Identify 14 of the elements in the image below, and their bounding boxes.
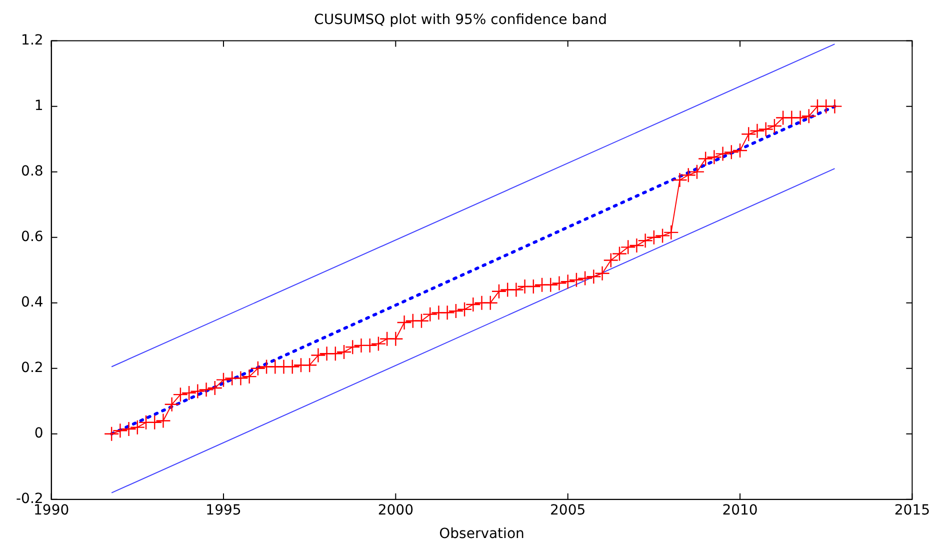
x-tick-label: 2010 — [722, 502, 758, 518]
x-tick-label: 2005 — [550, 502, 586, 518]
y-tick-label: 0.6 — [21, 228, 44, 245]
y-tick-label: 0.4 — [21, 294, 44, 310]
x-tick-label: 2000 — [378, 502, 414, 518]
y-tick-label: 0.2 — [21, 360, 44, 376]
x-axis-title: Observation — [439, 526, 524, 542]
y-tick-label: 1 — [34, 98, 44, 114]
y-tick-label: 0 — [34, 426, 44, 442]
chart-title: CUSUMSQ plot with 95% confidence band — [314, 12, 607, 28]
y-tick-label: 1.2 — [21, 32, 44, 48]
y-tick-label: 0.8 — [21, 163, 44, 180]
x-tick-label: 1995 — [206, 502, 242, 518]
x-tick-label: 2015 — [894, 502, 930, 518]
